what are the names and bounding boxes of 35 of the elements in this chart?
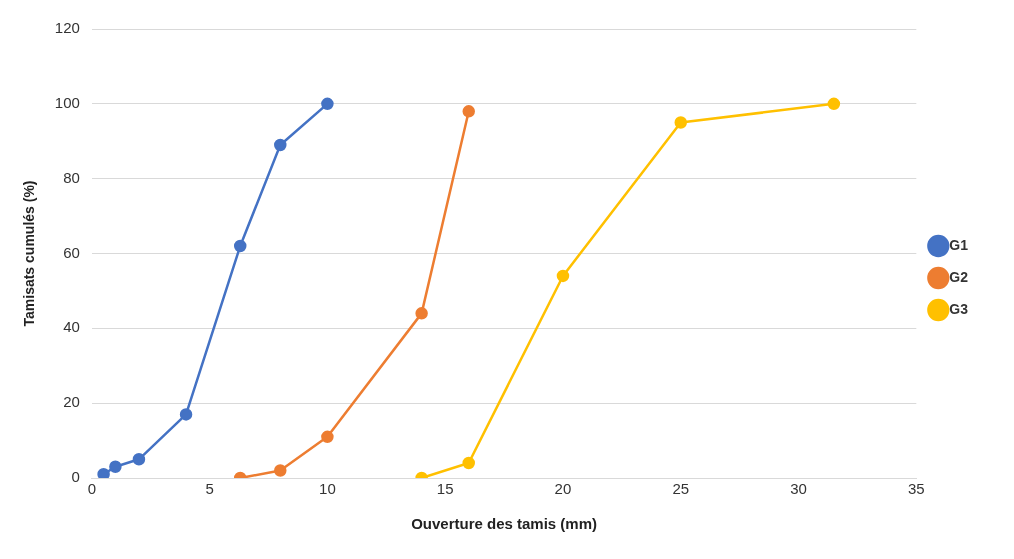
y-tick-label: 40 <box>63 318 80 336</box>
y-tick-label: 120 <box>54 19 80 37</box>
x-tick-label: 0 <box>87 480 96 498</box>
x-tick-label: 25 <box>672 480 690 498</box>
point <box>179 408 193 421</box>
legend-label: G1 <box>949 236 969 253</box>
y-tick-label: 0 <box>71 468 80 486</box>
y-tick-label: 100 <box>54 93 80 111</box>
legend-label: G2 <box>949 268 969 285</box>
x-tick-label: 5 <box>205 480 214 498</box>
x-tick-label: 10 <box>319 480 336 498</box>
y-tick-label: 80 <box>63 168 80 186</box>
x-tick-label: 30 <box>790 480 807 498</box>
y-tick-label: 60 <box>63 243 80 261</box>
point <box>233 239 247 253</box>
x-axis-title: Ouverture des tamis (mm) <box>411 515 598 533</box>
point <box>674 116 687 129</box>
point <box>274 138 287 152</box>
point <box>321 97 334 111</box>
point <box>274 464 287 477</box>
point <box>132 453 146 466</box>
y-axis-title: Tamisats cumulés (%) <box>21 180 38 327</box>
point <box>827 97 841 111</box>
point <box>462 456 475 470</box>
x-tick-label: 20 <box>554 480 572 498</box>
point <box>415 307 428 320</box>
point <box>462 105 475 118</box>
point <box>109 460 122 474</box>
y-tick-label: 20 <box>63 393 80 411</box>
point <box>556 269 570 283</box>
point <box>321 430 334 444</box>
legend-label: G3 <box>949 300 969 317</box>
point <box>97 468 110 478</box>
x-tick-label: 35 <box>907 480 925 498</box>
x-tick-label: 15 <box>436 480 454 498</box>
